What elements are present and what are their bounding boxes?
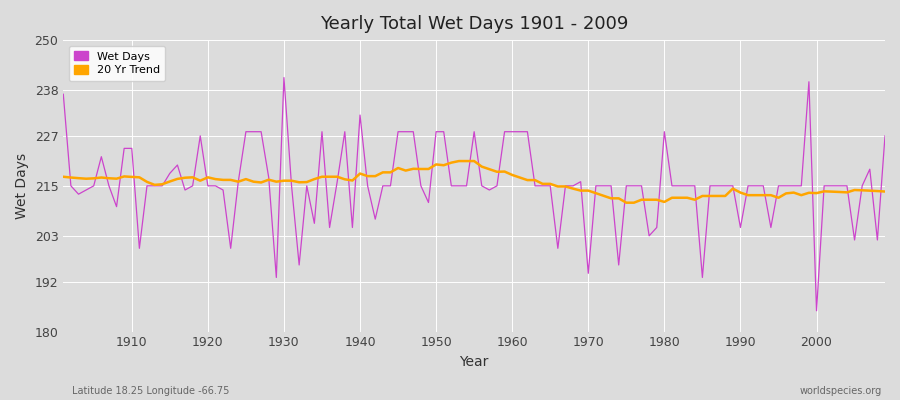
Wet Days xyxy=(606,184,616,188)
Wet Days xyxy=(879,134,890,138)
Wet Days xyxy=(119,146,130,151)
20 Yr Trend xyxy=(879,189,890,194)
Wet Days xyxy=(339,129,350,134)
Line: 20 Yr Trend: 20 Yr Trend xyxy=(63,161,885,203)
20 Yr Trend xyxy=(507,172,517,177)
Wet Days xyxy=(507,129,517,134)
20 Yr Trend xyxy=(332,174,343,179)
Wet Days xyxy=(515,129,526,134)
Legend: Wet Days, 20 Yr Trend: Wet Days, 20 Yr Trend xyxy=(68,46,166,81)
Y-axis label: Wet Days: Wet Days xyxy=(15,153,29,219)
20 Yr Trend xyxy=(58,174,68,179)
20 Yr Trend xyxy=(621,200,632,205)
20 Yr Trend xyxy=(454,159,464,164)
Wet Days xyxy=(58,92,68,97)
Wet Days xyxy=(293,262,304,267)
20 Yr Trend xyxy=(515,175,526,180)
Text: worldspecies.org: worldspecies.org xyxy=(800,386,882,396)
Text: Latitude 18.25 Longitude -66.75: Latitude 18.25 Longitude -66.75 xyxy=(72,386,230,396)
Title: Yearly Total Wet Days 1901 - 2009: Yearly Total Wet Days 1901 - 2009 xyxy=(320,15,628,33)
X-axis label: Year: Year xyxy=(460,355,489,369)
Wet Days xyxy=(278,75,289,80)
20 Yr Trend xyxy=(286,178,297,183)
20 Yr Trend xyxy=(606,196,616,201)
20 Yr Trend xyxy=(119,174,130,179)
Line: Wet Days: Wet Days xyxy=(63,78,885,311)
Wet Days xyxy=(811,308,822,313)
